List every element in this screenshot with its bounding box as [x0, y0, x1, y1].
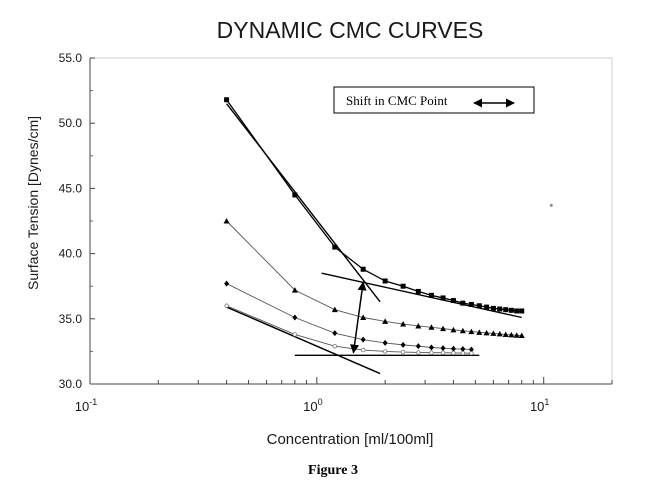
- data-point-diamond: [292, 314, 298, 321]
- data-point-diamond: [468, 346, 474, 353]
- data-point-triangle: [331, 306, 338, 313]
- tangent-line: [226, 306, 381, 375]
- y-tick-label: 55.0: [59, 51, 83, 65]
- data-point-square: [468, 301, 474, 307]
- annotations: [350, 203, 553, 354]
- series-line: [226, 99, 522, 312]
- data-point-square: [415, 288, 421, 294]
- y-axis-label: Surface Tension [Dynes/cm]: [25, 116, 41, 290]
- series-group: [223, 97, 525, 356]
- data-point-triangle: [508, 331, 515, 338]
- data-point-triangle: [502, 331, 509, 337]
- data-point-square: [497, 306, 503, 312]
- series-line: [226, 220, 522, 336]
- data-point-circle: [292, 332, 298, 337]
- x-axis-label: Concentration [ml/100ml]: [267, 431, 434, 448]
- data-point-square: [519, 308, 525, 314]
- data-point-diamond: [415, 343, 421, 350]
- x-tick-exponent: 0: [318, 397, 323, 407]
- data-point-circle: [360, 347, 366, 353]
- x-tick-exponent: 1: [544, 397, 549, 407]
- data-point-triangle: [483, 329, 490, 336]
- figure-caption: Figure 3: [308, 463, 358, 478]
- x-tick-label: 10-1: [75, 397, 97, 414]
- data-point-diamond: [382, 339, 388, 346]
- data-point-diamond: [332, 330, 338, 337]
- data-point-square: [503, 307, 509, 313]
- data-point-square: [450, 298, 456, 304]
- data-point-triangle: [223, 218, 230, 224]
- data-point-triangle: [291, 287, 298, 293]
- cmc-shift-arrow: [350, 281, 367, 354]
- y-tick-label: 45.0: [59, 181, 83, 195]
- legend-box: Shift in CMC Point: [333, 86, 535, 114]
- x-tick-label: 100: [303, 397, 322, 414]
- series-line: [226, 305, 472, 354]
- data-point-diamond: [400, 341, 406, 348]
- x-tick-exponent: -1: [89, 397, 97, 407]
- y-tick-label: 40.0: [59, 247, 83, 261]
- y-ticks: 30.0 35.0 40.0 45.0 50.0 55.0: [59, 51, 95, 391]
- data-point-square: [490, 305, 496, 311]
- x-tick-base: 10: [303, 399, 317, 414]
- data-point-square: [508, 307, 514, 313]
- series-line: [226, 283, 472, 350]
- data-point-diamond: [450, 345, 456, 352]
- data-point-square: [428, 292, 434, 298]
- y-tick-label: 30.0: [59, 377, 83, 391]
- data-point-square: [332, 244, 338, 250]
- data-point-diamond: [460, 346, 466, 353]
- y-tick-label: 50.0: [59, 116, 83, 130]
- data-point-triangle: [459, 327, 466, 334]
- data-point-circle: [416, 350, 421, 355]
- stray-dot: [549, 203, 553, 207]
- tangent-line: [321, 272, 522, 319]
- data-point-square: [382, 278, 388, 284]
- data-point-circle: [440, 350, 446, 355]
- data-point-circle: [332, 343, 338, 349]
- data-point-diamond: [428, 344, 434, 351]
- data-point-square: [360, 266, 366, 272]
- data-point-square: [484, 304, 490, 310]
- data-point-diamond: [440, 345, 446, 352]
- data-point-circle: [382, 349, 388, 354]
- data-point-triangle: [450, 326, 457, 333]
- data-point-circle: [451, 350, 456, 356]
- data-point-triangle: [496, 330, 503, 337]
- data-point-triangle: [400, 321, 407, 327]
- tangent-line: [226, 103, 381, 303]
- data-point-square: [440, 295, 446, 301]
- tangent-lines: [226, 103, 522, 375]
- data-point-circle: [400, 349, 406, 355]
- y-tick-label: 35.0: [59, 312, 83, 326]
- data-point-triangle: [428, 324, 435, 330]
- data-point-diamond: [360, 336, 366, 343]
- data-point-diamond: [224, 280, 230, 287]
- chart-title: DYNAMIC CMC CURVES: [217, 17, 484, 43]
- x-ticks: 10-1 100 101: [75, 377, 613, 414]
- data-point-square: [292, 192, 298, 198]
- data-point-circle: [460, 350, 466, 356]
- x-tick-label: 101: [530, 397, 549, 414]
- data-point-triangle: [518, 332, 525, 338]
- data-point-triangle: [440, 325, 447, 332]
- data-point-triangle: [468, 328, 475, 335]
- data-point-square: [514, 308, 520, 314]
- data-point-square: [400, 283, 406, 289]
- data-point-square: [476, 303, 482, 309]
- data-point-triangle: [513, 332, 520, 338]
- legend-text: Shift in CMC Point: [346, 93, 448, 108]
- data-point-circle: [469, 351, 474, 356]
- data-point-triangle: [415, 322, 422, 329]
- x-tick-base: 10: [530, 399, 544, 414]
- data-point-triangle: [382, 318, 389, 324]
- data-point-circle: [429, 350, 434, 355]
- data-point-triangle: [476, 329, 483, 335]
- data-point-square: [460, 300, 466, 306]
- data-point-circle: [224, 303, 229, 308]
- x-tick-base: 10: [75, 399, 89, 414]
- data-point-square: [224, 97, 230, 103]
- data-point-triangle: [490, 330, 497, 336]
